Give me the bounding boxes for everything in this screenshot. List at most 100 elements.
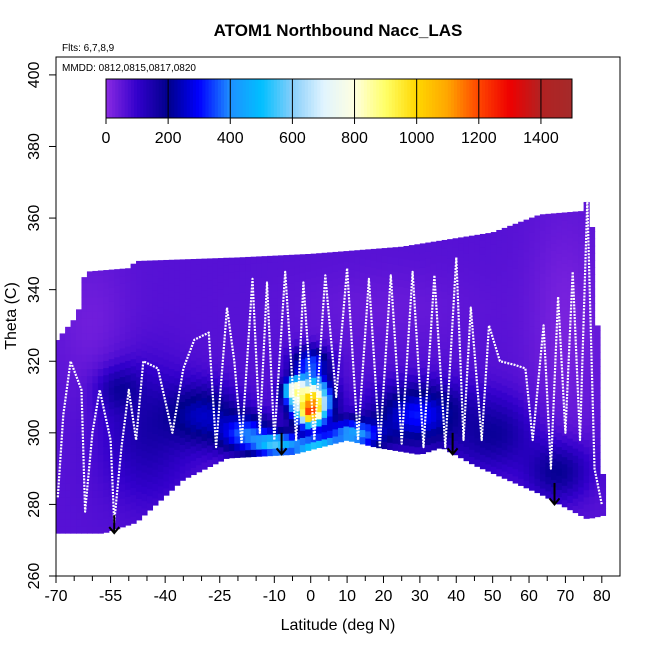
heatmap-cell xyxy=(277,311,285,320)
heatmap-cell xyxy=(468,442,476,450)
colorbar-segment xyxy=(494,79,498,118)
colorbar-segment xyxy=(242,79,247,118)
heatmap-cell xyxy=(119,269,126,277)
heatmap-cell xyxy=(550,386,557,395)
heatmap-cell xyxy=(179,408,186,417)
heatmap-cell xyxy=(310,262,317,271)
y-tick-label: 280 xyxy=(26,491,43,518)
heatmap-cell xyxy=(490,401,497,410)
heatmap-cell xyxy=(256,441,263,450)
heatmap-cell xyxy=(81,518,88,527)
heatmap-cell xyxy=(539,430,547,439)
heatmap-cell xyxy=(196,335,203,344)
heatmap-cell xyxy=(512,339,519,348)
heatmap-cell xyxy=(572,254,579,263)
heatmap-cell xyxy=(81,425,88,434)
heatmap-cell xyxy=(414,396,421,405)
heatmap-cell xyxy=(589,489,596,497)
heatmap-cell xyxy=(376,347,383,356)
heatmap-cell xyxy=(348,412,355,421)
heatmap-cell xyxy=(561,299,568,307)
heatmap-cell xyxy=(179,286,186,295)
heatmap-cell xyxy=(430,256,437,265)
heatmap-cell xyxy=(458,400,465,409)
heatmap-cell xyxy=(92,382,99,391)
heatmap-cell xyxy=(507,358,514,367)
heatmap-cell xyxy=(572,419,579,428)
heatmap-cell xyxy=(490,301,497,310)
heatmap-cell xyxy=(599,486,607,495)
heatmap-cell xyxy=(550,257,557,266)
heatmap-cell xyxy=(332,278,339,287)
heatmap-cell xyxy=(327,252,334,259)
heatmap-cell xyxy=(316,382,323,391)
heatmap-cell xyxy=(261,384,268,393)
colorbar-segment xyxy=(264,79,269,118)
heatmap-cell xyxy=(174,420,181,429)
heatmap-cell xyxy=(136,505,143,514)
heatmap-cell xyxy=(545,218,552,227)
heatmap-cell xyxy=(152,454,159,463)
heatmap-cell xyxy=(370,425,377,433)
heatmap-cell xyxy=(387,256,394,264)
heatmap-cell xyxy=(589,396,596,404)
heatmap-cell xyxy=(217,325,224,333)
heatmap-cell xyxy=(201,433,208,442)
heatmap-cell xyxy=(529,246,536,255)
heatmap-cell xyxy=(370,382,377,390)
heatmap-cell xyxy=(56,504,61,513)
heatmap-cell xyxy=(408,381,416,390)
heatmap-cell xyxy=(267,319,274,328)
heatmap-cell xyxy=(599,508,607,516)
heatmap-cell xyxy=(523,272,530,281)
heatmap-cell xyxy=(403,344,410,353)
heatmap-cell xyxy=(228,307,235,316)
heatmap-cell xyxy=(234,357,241,365)
heatmap-cell xyxy=(425,242,432,245)
heatmap-cell xyxy=(86,375,93,384)
heatmap-cell xyxy=(272,369,279,378)
colorbar-segment xyxy=(404,79,408,118)
heatmap-cell xyxy=(196,357,203,365)
heatmap-cell xyxy=(234,307,241,315)
heatmap-cell xyxy=(119,283,126,292)
heatmap-cell xyxy=(92,397,99,405)
heatmap-cell xyxy=(348,290,355,299)
heatmap-cell xyxy=(81,296,88,305)
heatmap-cell xyxy=(130,387,137,395)
heatmap-cell xyxy=(239,378,246,387)
heatmap-cell xyxy=(310,355,317,364)
heatmap-cell xyxy=(518,320,525,329)
heatmap-cell xyxy=(365,380,372,389)
heatmap-cell xyxy=(359,314,366,323)
heatmap-cell xyxy=(310,420,317,428)
heatmap-cell xyxy=(125,410,132,419)
heatmap-cell xyxy=(163,373,170,382)
heatmap-cell xyxy=(436,347,443,356)
heatmap-cell xyxy=(56,511,61,520)
heatmap-cell xyxy=(529,289,536,298)
heatmap-cell xyxy=(103,317,110,326)
heatmap-cell xyxy=(299,344,306,353)
heatmap-cell xyxy=(332,371,339,380)
heatmap-cell xyxy=(141,464,148,473)
heatmap-cell xyxy=(458,237,465,244)
heatmap-cell xyxy=(425,437,432,446)
heatmap-cell xyxy=(458,271,465,280)
heatmap-cell xyxy=(136,260,143,263)
heatmap-cell xyxy=(256,298,263,307)
heatmap-cell xyxy=(250,420,257,429)
heatmap-cell xyxy=(545,440,552,449)
heatmap-cell xyxy=(81,389,88,398)
heatmap-cell xyxy=(261,377,268,385)
heatmap-cell xyxy=(512,382,519,391)
heatmap-cell xyxy=(479,397,486,405)
heatmap-cell xyxy=(398,300,405,309)
heatmap-cell xyxy=(556,224,563,233)
heatmap-cell xyxy=(348,419,355,428)
heatmap-cell xyxy=(556,453,563,462)
colorbar-segment xyxy=(270,79,275,118)
heatmap-cell xyxy=(567,259,574,267)
heatmap-cell xyxy=(114,449,121,458)
